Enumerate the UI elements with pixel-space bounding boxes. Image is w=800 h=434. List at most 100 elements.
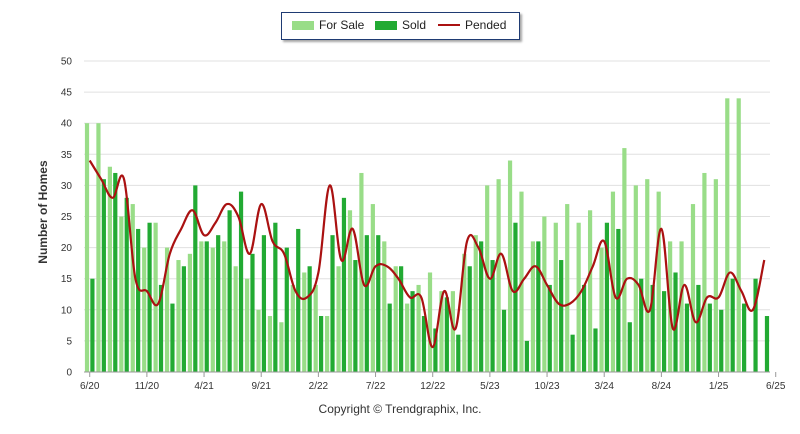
y-tick-label: 0 (66, 368, 72, 379)
gridlines (84, 60, 770, 373)
sold-bar (593, 328, 598, 372)
for-sale-bar (679, 241, 684, 372)
x-tick-label: 6/20 (80, 381, 100, 392)
for-sale-bar (119, 216, 124, 372)
for-sale-bar (645, 179, 650, 372)
sold-bar (490, 260, 495, 372)
for-sale-bar (347, 210, 353, 372)
for-sale-bar (244, 278, 250, 372)
legend-item-pended[interactable]: Pended (438, 18, 506, 32)
y-tick-label: 20 (61, 243, 73, 254)
y-tick-label: 25 (61, 212, 73, 223)
sold-bar (764, 316, 770, 372)
for-sale-bar (233, 266, 238, 372)
sold-bar (559, 260, 564, 372)
x-tick-label: 11/20 (135, 381, 160, 392)
for-sale-bar (690, 204, 696, 372)
sold-bar (696, 284, 701, 372)
for-sale-bar (107, 166, 112, 372)
for-sale-bar (256, 309, 261, 372)
for-sale-bar (485, 185, 490, 372)
for-sale-bar (599, 247, 604, 372)
for-sale-bar (222, 241, 227, 372)
sold-bar (136, 228, 141, 372)
sold-bar (421, 316, 427, 372)
sold-bar (410, 291, 415, 372)
for-sale-bar (439, 291, 444, 372)
for-sale-bar (553, 222, 558, 372)
sold-bar (479, 241, 484, 372)
for-sale-bar (153, 222, 158, 372)
for-sale-bar (313, 284, 318, 372)
sold-bar (513, 222, 518, 372)
x-tick-label: 10/23 (535, 381, 560, 392)
sold-bar (296, 228, 301, 372)
sold-bar (318, 316, 324, 372)
y-tick-label: 10 (61, 305, 73, 316)
for-sale-bar (496, 179, 501, 372)
y-tick-label: 35 (61, 150, 73, 161)
sold-bar (730, 278, 735, 372)
for-sale-bar (702, 172, 707, 372)
sold-bar (639, 278, 644, 372)
sold-bar (524, 340, 529, 372)
for-sale-bar (576, 222, 581, 372)
for-sale-bar (176, 260, 181, 372)
for-sale-swatch (292, 20, 314, 30)
for-sale-bar (565, 204, 570, 372)
for-sale-bar (382, 241, 387, 372)
copyright-text: Copyright © Trendgraphix, Inc. (318, 402, 482, 416)
for-sale-bar (473, 235, 478, 372)
sold-bar (547, 284, 552, 372)
for-sale-bar (736, 98, 741, 372)
y-tick-label: 15 (61, 274, 73, 285)
sold-bar (536, 241, 541, 372)
sold-bar (124, 197, 129, 372)
for-sale-bar (725, 98, 730, 372)
legend-label-for-sale: For Sale (319, 18, 365, 32)
legend-item-for-sale[interactable]: For Sale (292, 18, 364, 32)
pended-line-layer (88, 159, 766, 349)
y-tick-label: 5 (66, 336, 72, 347)
for-sale-bar (164, 247, 170, 372)
sold-bar (101, 179, 106, 372)
sold-bar (250, 253, 255, 372)
for-sale-bar (713, 179, 718, 372)
y-tick-label: 30 (61, 181, 73, 192)
for-sale-bar (96, 123, 101, 372)
y-tick-label: 40 (61, 119, 73, 130)
sold-bar (604, 222, 610, 372)
for-sale-bar (633, 185, 638, 372)
for-sale-bar (142, 247, 147, 372)
sold-bar (193, 185, 198, 372)
sold-bar (627, 322, 632, 372)
x-tick-label: 4/21 (194, 381, 214, 392)
y-tick-label: 50 (61, 57, 73, 68)
x-tick-label: 9/21 (251, 381, 271, 392)
y-tick-label: 45 (61, 88, 73, 99)
sold-bar (181, 266, 186, 372)
sold-bar (719, 309, 724, 372)
for-sale-bar (622, 148, 627, 372)
sold-bar (399, 266, 404, 372)
for-sale-bar (279, 322, 284, 372)
for-sale-bar (199, 241, 204, 372)
for-sale-bar (290, 284, 295, 372)
sold-bar (684, 303, 690, 372)
sold-bar (467, 266, 472, 372)
sold-bar (227, 210, 232, 372)
x-tick-label: 3/24 (594, 381, 614, 392)
x-tick-label: 8/24 (652, 381, 672, 392)
sold-bar (284, 247, 289, 372)
for-sale-bar (325, 316, 330, 372)
legend-item-sold[interactable]: Sold (375, 18, 426, 32)
x-tick-label: 5/23 (480, 381, 500, 392)
sold-bar (238, 191, 244, 372)
sold-bar (113, 172, 118, 372)
for-sale-bar (416, 284, 421, 372)
sold-bar (307, 266, 312, 372)
sold-bar (90, 278, 95, 372)
for-sale-bar (405, 303, 410, 372)
x-tick-label: 7/22 (366, 381, 386, 392)
